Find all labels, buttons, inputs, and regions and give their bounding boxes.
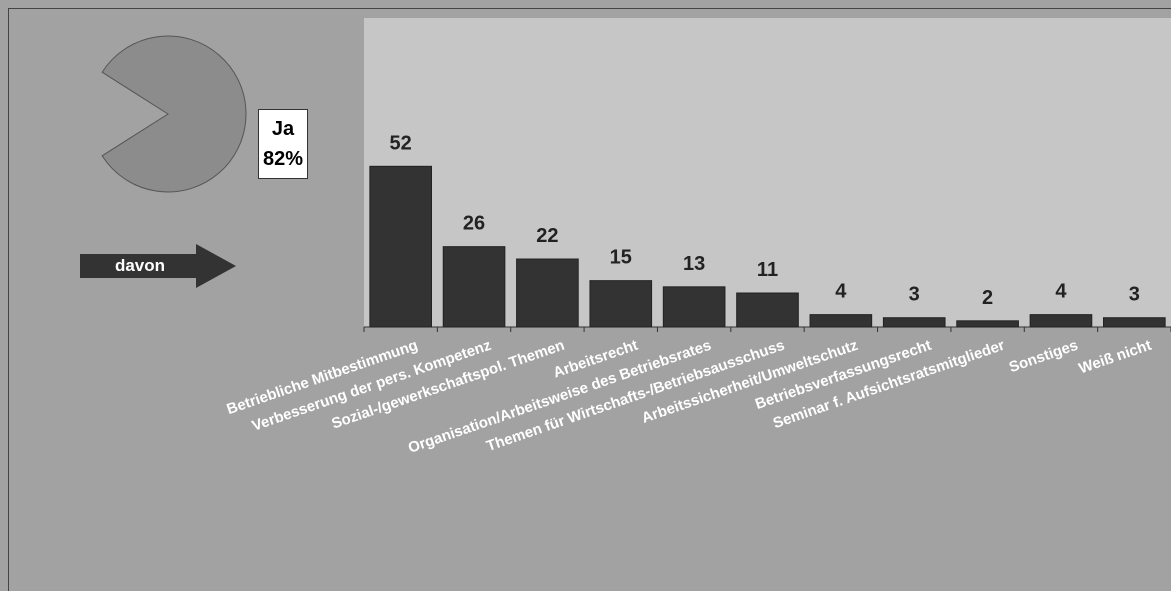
pie-label-title: Ja <box>271 118 295 140</box>
bar-8 <box>882 317 946 328</box>
bar-11 <box>1103 317 1166 328</box>
data-label-10: 4 <box>1055 281 1067 303</box>
data-label-6: 11 <box>757 259 778 281</box>
pie-slice-ja <box>101 35 247 193</box>
data-label-3: 22 <box>536 225 558 247</box>
arrow-shape <box>80 244 236 288</box>
bar-2 <box>442 246 506 328</box>
category-label-10: Sonstiges <box>1007 337 1080 376</box>
data-label-7: 4 <box>835 281 847 303</box>
bar-6 <box>736 292 799 328</box>
data-label-9: 2 <box>982 287 993 309</box>
category-label-11: Weiß nicht <box>1077 337 1154 378</box>
data-label-1: 52 <box>390 132 412 154</box>
bar-4 <box>589 280 653 328</box>
bar-7 <box>809 314 873 328</box>
arrow-right-icon <box>80 244 236 288</box>
data-label-4: 15 <box>610 247 632 269</box>
pie-label: Ja 82% <box>258 109 308 179</box>
pie-chart <box>101 35 247 193</box>
bar-1 <box>369 165 432 328</box>
pie-label-percent: 82% <box>262 148 304 170</box>
bar-5 <box>662 286 726 328</box>
data-label-2: 26 <box>463 213 485 235</box>
arrow-label: davon <box>114 256 166 275</box>
data-label-5: 13 <box>683 253 705 275</box>
bar-9 <box>956 320 1019 328</box>
bar-3 <box>516 258 579 328</box>
bar-10 <box>1029 314 1093 328</box>
data-label-8: 3 <box>909 284 920 306</box>
data-label-11: 3 <box>1129 284 1140 306</box>
